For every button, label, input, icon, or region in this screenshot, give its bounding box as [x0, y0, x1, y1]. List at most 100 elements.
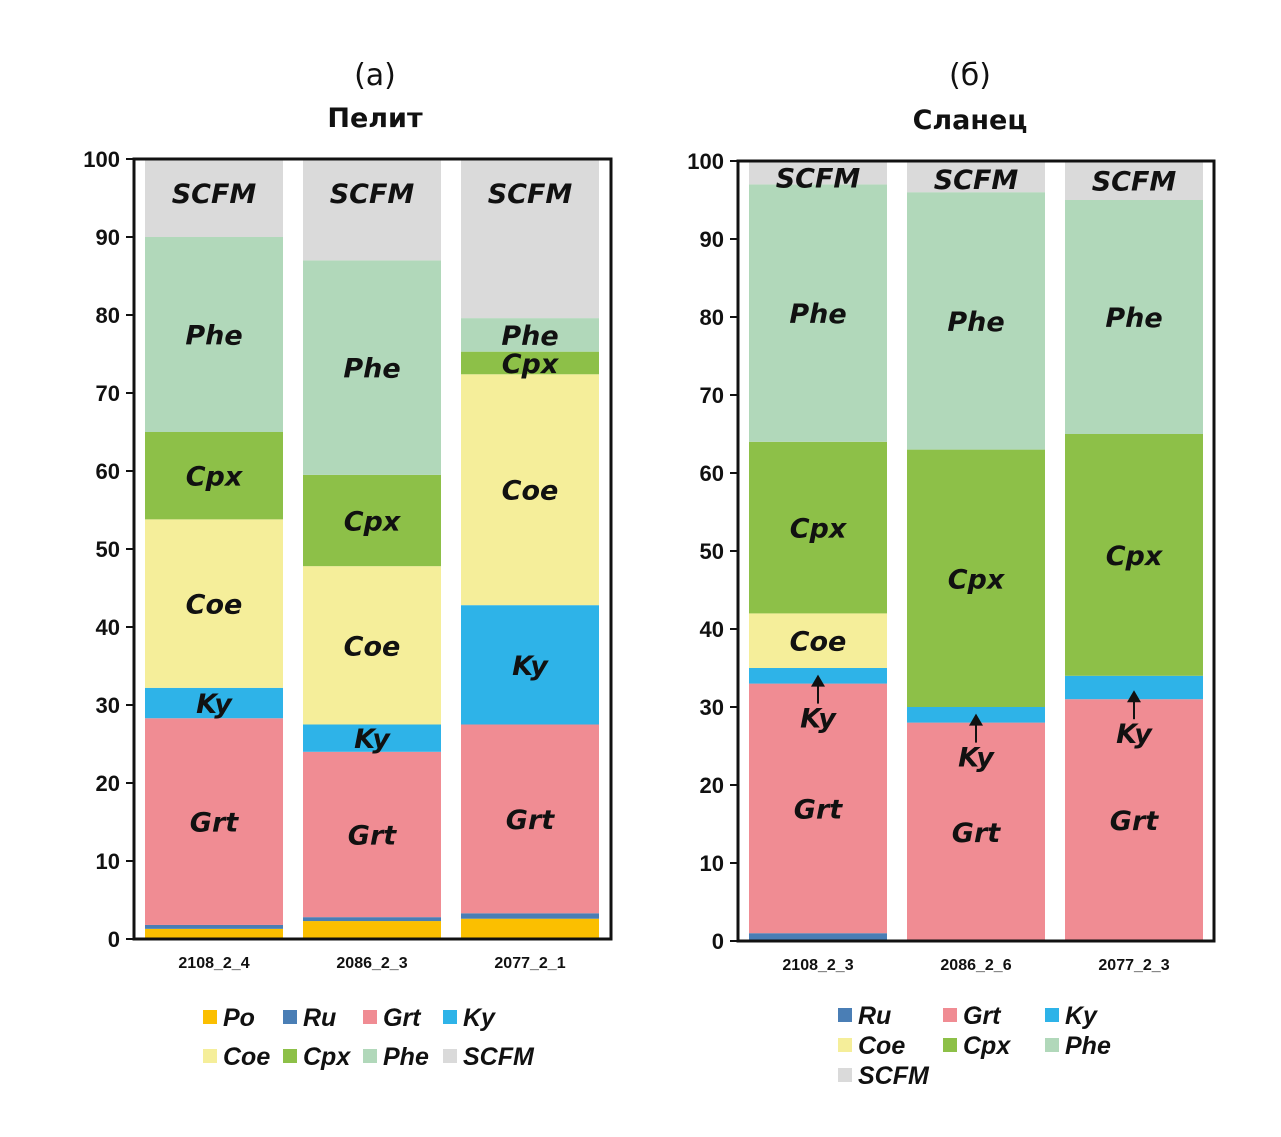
bar-segment-grt	[461, 724, 599, 914]
y-tick-label: 20	[700, 773, 724, 798]
legend-item-coe: Coe	[838, 1032, 905, 1060]
bar-segment-cpx	[303, 474, 441, 567]
bar-segment-scfm	[907, 161, 1045, 193]
bar-segment-scfm	[461, 159, 599, 319]
segment-label-grt: Grt	[348, 820, 397, 851]
legend-swatch	[443, 1010, 457, 1024]
y-tick-label: 10	[700, 851, 724, 876]
segment-label-scfm: SCFM	[934, 165, 1019, 196]
bar-segment-cpx	[907, 449, 1045, 707]
y-tick-label: 30	[96, 693, 120, 718]
legend-label: Cpx	[303, 1043, 351, 1071]
bar-stack: Grt Ky Cpx Phe SCFM	[907, 161, 1045, 941]
segment-label-ky: Ky	[800, 704, 837, 735]
segment-label-cpx: Cpx	[1106, 541, 1164, 572]
bar-segment-cpx	[145, 432, 283, 520]
bar-segment-ru	[461, 913, 599, 919]
legend-label: Phe	[1065, 1032, 1111, 1060]
segment-label-ky: Ky	[196, 689, 233, 720]
chart-panel-a: (а)ПелитGrtKyCoeCpxPheSCFM2108_2_4GrtKyC…	[83, 58, 613, 1071]
legend-swatch	[203, 1049, 217, 1063]
segment-label-cpx: Cpx	[948, 564, 1006, 595]
segment-label-grt: Grt	[794, 794, 843, 825]
legend-item-scfm: SCFM	[838, 1062, 930, 1090]
legend-swatch	[1045, 1008, 1059, 1022]
legend-item-grt: Grt	[943, 1002, 1002, 1030]
legend-label: Grt	[383, 1004, 422, 1032]
y-tick-label: 60	[96, 459, 120, 484]
bar-segment-phe	[749, 184, 887, 442]
bar-segment-grt	[907, 722, 1045, 941]
bar-segment-po	[303, 921, 441, 939]
bar-stack: Grt Ky Coe Cpx Phe SCFM	[749, 161, 887, 941]
legend-swatch	[943, 1008, 957, 1022]
bar-segment-scfm	[749, 161, 887, 185]
bar-stack: Grt Ky Coe Cpx Phe SCFM	[303, 159, 441, 939]
legend-label: Coe	[858, 1032, 905, 1060]
arrow-head	[969, 713, 983, 726]
legend-label: Phe	[383, 1043, 429, 1071]
segment-label-grt: Grt	[506, 805, 555, 836]
segment-label-coe: Coe	[344, 631, 401, 662]
legend-swatch	[443, 1049, 457, 1063]
legend-item-coe: Coe	[203, 1043, 270, 1071]
segment-label-phe: Phe	[501, 321, 558, 352]
y-tick-label: 50	[700, 539, 724, 564]
legend-item-grt: Grt	[363, 1004, 422, 1032]
legend-item-ky: Ky	[1045, 1002, 1098, 1030]
bar-segment-ru	[145, 924, 283, 929]
segment-label-scfm: SCFM	[172, 179, 257, 210]
legend-swatch	[943, 1038, 957, 1052]
panel-tag: (а)	[354, 58, 396, 93]
legend-item-scfm: SCFM	[443, 1043, 535, 1071]
bar-segment-scfm	[145, 159, 283, 237]
y-tick-label: 100	[83, 147, 120, 172]
legend-swatch	[838, 1008, 852, 1022]
segment-label-cpx: Cpx	[186, 462, 244, 493]
x-tick-label: 2086_2_6	[940, 957, 1011, 974]
legend-label: Ky	[463, 1004, 496, 1032]
y-tick-label: 70	[700, 383, 724, 408]
bar-segment-cpx	[749, 441, 887, 614]
segment-label-grt: Grt	[190, 808, 239, 839]
ky-arrow-icon	[1127, 690, 1141, 720]
y-tick-label: 40	[96, 615, 120, 640]
segment-label-cpx: Cpx	[502, 349, 560, 380]
legend-item-po: Po	[203, 1004, 255, 1032]
bar-segment-grt	[303, 751, 441, 918]
x-tick-label: 2108_2_4	[178, 955, 249, 972]
legend-label: Ky	[1065, 1002, 1098, 1030]
segment-label-ky: Ky	[1116, 719, 1153, 750]
bar-segment-po	[145, 928, 283, 939]
ky-arrow-icon	[811, 674, 825, 704]
bar-segment-scfm	[303, 159, 441, 261]
segment-label-coe: Coe	[790, 627, 847, 658]
legend-label: Po	[223, 1004, 255, 1032]
legend-swatch	[203, 1010, 217, 1024]
bar-segment-phe	[303, 260, 441, 475]
y-tick-label: 100	[687, 149, 724, 174]
y-tick-label: 60	[700, 461, 724, 486]
segment-label-scfm: SCFM	[1092, 167, 1177, 198]
legend-item-ru: Ru	[838, 1002, 891, 1030]
chart-title: Пелит	[327, 103, 423, 134]
segment-label-scfm: SCFM	[330, 179, 415, 210]
segment-label-cpx: Cpx	[344, 507, 402, 538]
legend-swatch	[363, 1049, 377, 1063]
segment-label-ky: Ky	[958, 743, 995, 774]
segment-label-scfm: SCFM	[776, 164, 861, 195]
x-tick-label: 2086_2_3	[336, 955, 407, 972]
y-tick-label: 90	[96, 225, 120, 250]
legend-swatch	[838, 1068, 852, 1082]
chart-title: Сланец	[913, 105, 1028, 136]
segment-label-coe: Coe	[186, 590, 243, 621]
legend-item-ru: Ru	[283, 1004, 336, 1032]
segment-label-ky: Ky	[512, 651, 549, 682]
legend-item-ky: Ky	[443, 1004, 496, 1032]
bar-segment-cpx	[461, 351, 599, 375]
legend-label: Coe	[223, 1043, 270, 1071]
panel-tag: (б)	[949, 58, 991, 93]
segment-label-phe: Phe	[947, 307, 1004, 338]
segment-label-phe: Phe	[1105, 303, 1162, 334]
